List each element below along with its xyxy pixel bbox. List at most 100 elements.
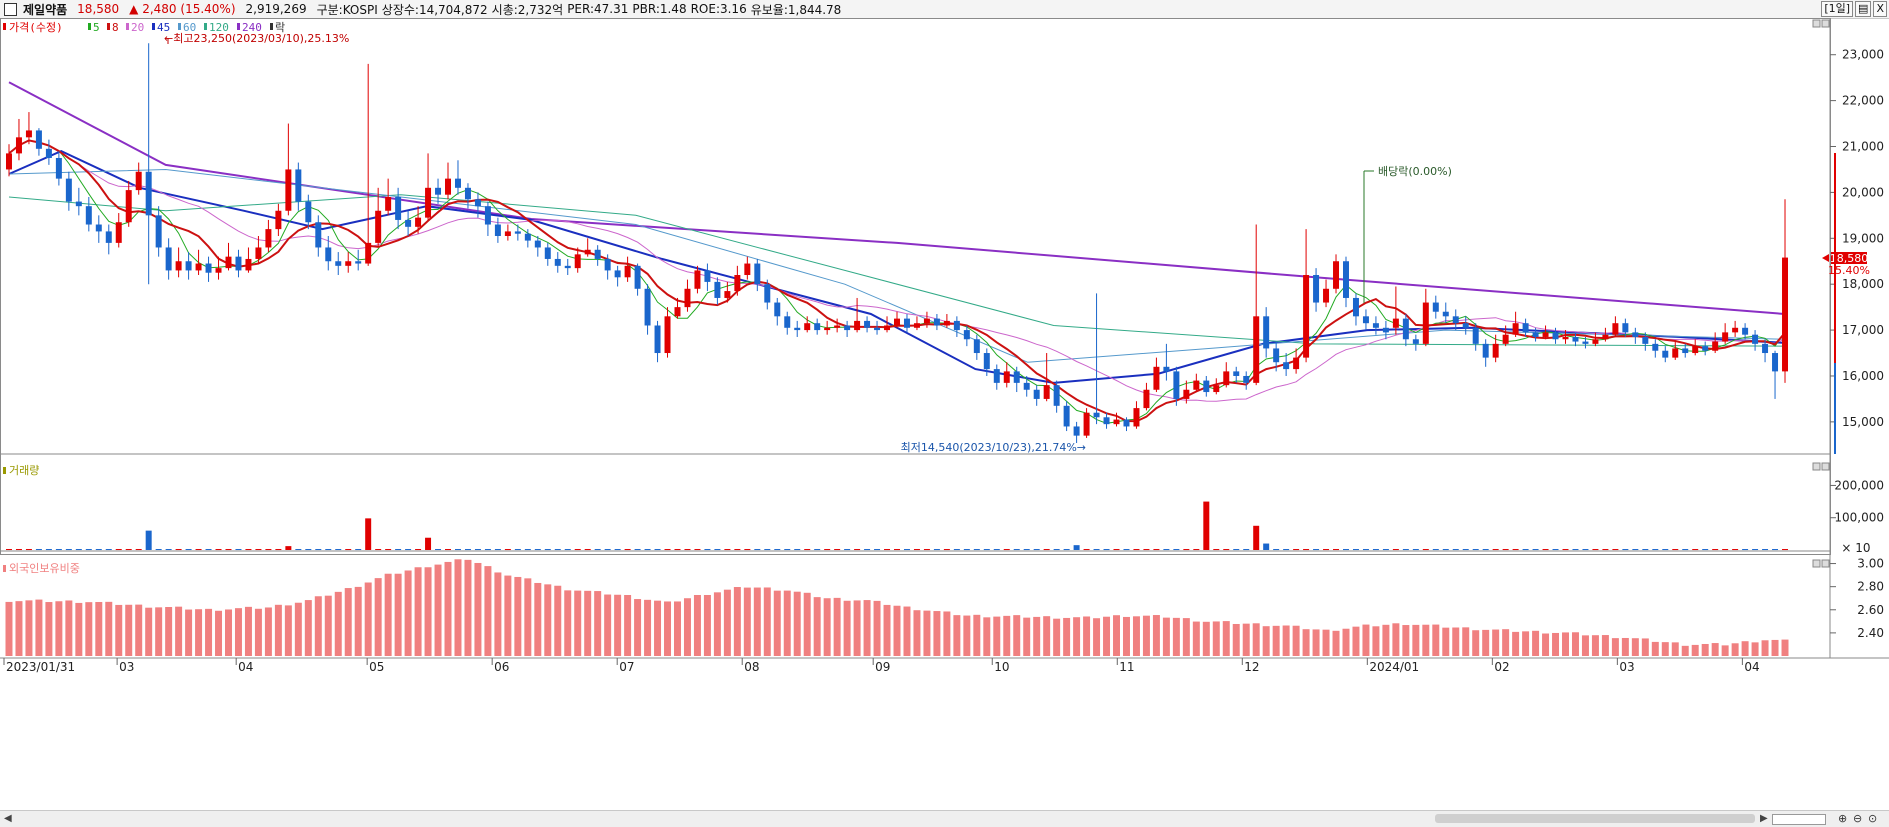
candle-body [325, 247, 332, 262]
foreign-ratio-bar [25, 600, 33, 656]
volume-bar [55, 549, 62, 551]
foreign-ratio-bar [95, 601, 103, 656]
period-button[interactable]: [1일] [1821, 1, 1854, 17]
candle-body [564, 265, 571, 269]
volume-bar [1462, 549, 1469, 551]
volume-bar [903, 549, 910, 551]
legend-marker [88, 23, 91, 30]
zoom-in-icon[interactable]: ⊕ [1838, 812, 1848, 825]
foreign-ratio-bar [264, 607, 272, 656]
foreign-ratio-bar [683, 598, 691, 656]
foreign-ratio-bar [1611, 638, 1619, 656]
volume-bar [1502, 549, 1509, 551]
zoom-out-icon[interactable]: ⊖ [1853, 812, 1863, 825]
scroll-left-icon[interactable]: ◀ [4, 813, 12, 824]
candle-body [1532, 332, 1539, 337]
scroll-right-icon[interactable]: ▶ [1760, 813, 1768, 824]
checkbox-icon[interactable] [4, 2, 17, 16]
volume-bar [435, 549, 442, 551]
volume-bar [1023, 549, 1030, 551]
volume-bar [494, 549, 501, 551]
y-tick-label: 100,000 [1834, 511, 1884, 525]
candle-body [1782, 257, 1789, 372]
foreign-ratio-bar [75, 602, 83, 656]
foreign-ratio-bar [1601, 635, 1609, 656]
volume-bar [145, 530, 152, 550]
foreign-ratio-bar [1522, 631, 1530, 656]
foreign-ratio-bar [314, 596, 322, 656]
volume-bar [834, 549, 841, 551]
volume-bar [1333, 549, 1340, 551]
volume-bar [1203, 501, 1210, 550]
volume-bar [285, 546, 292, 550]
panel-close-icon[interactable] [1821, 19, 1830, 28]
candle-body [933, 318, 940, 326]
x-tick-label: 05 [369, 660, 384, 674]
volume-unit-label: × 10 [1841, 541, 1870, 555]
volume-bar [1253, 525, 1260, 550]
candle-body [1492, 343, 1499, 358]
zoom-reset-icon[interactable]: ⊙ [1868, 812, 1878, 825]
foreign-ratio-bar [703, 594, 711, 656]
volume-bar [1402, 549, 1409, 551]
volume-bar [195, 549, 202, 551]
foreign-ratio-bar [743, 587, 751, 656]
panel-close-icon[interactable] [1821, 559, 1830, 568]
foreign-ratio-bar [1552, 632, 1560, 656]
panel-minimize-icon[interactable] [1812, 462, 1821, 471]
foreign-ratio-bar [1761, 640, 1769, 656]
foreign-ratio-bar [763, 587, 771, 656]
scroll-thumb[interactable] [1435, 814, 1755, 823]
candle-body [1442, 311, 1449, 317]
candle-body [454, 178, 461, 188]
candle-body [1692, 346, 1699, 354]
foreign-ratio-bar [923, 610, 931, 656]
volume-bar [784, 549, 791, 551]
horizontal-scrollbar[interactable]: ◀ ▶ ⊕ ⊖ ⊙ [0, 810, 1889, 827]
foreign-ratio-bar [504, 575, 512, 656]
candle-body [1063, 405, 1070, 427]
close-button[interactable]: X [1873, 1, 1887, 17]
foreign-ratio-bar [215, 610, 223, 656]
reserve-ratio: 유보율:1,844.78 [750, 2, 842, 17]
volume-bar [265, 549, 272, 551]
foreign-ratio-bar [225, 609, 232, 656]
foreign-ratio-bar [484, 566, 492, 656]
stock-chart[interactable]: 15,000 16,000 17,000 18,000 19,000 20,000 21,0… [0, 18, 1889, 810]
current-price-tag [1831, 252, 1867, 264]
foreign-ratio-bar [823, 598, 831, 656]
panel-minimize-icon[interactable] [1812, 19, 1821, 28]
volume-bar [1672, 549, 1679, 551]
volume-bar [474, 549, 481, 551]
candle-body [784, 316, 791, 328]
ma-line-60 [8, 168, 1786, 363]
zoom-slider[interactable] [1772, 814, 1826, 825]
panel-close-icon[interactable] [1821, 462, 1830, 471]
current-pct-text: 15.40% [1828, 264, 1870, 277]
volume-bar [774, 549, 781, 551]
menu-button[interactable]: ▤ [1855, 1, 1872, 17]
volume-bar [943, 549, 950, 551]
foreign-ratio-bar [494, 572, 502, 656]
foreign-ratio-bar [65, 600, 73, 656]
foreign-ratio-bar [1731, 643, 1739, 656]
volume-bar [1432, 549, 1439, 551]
foreign-ratio-bar [1063, 617, 1071, 656]
panel-minimize-icon[interactable] [1812, 559, 1821, 568]
foreign-ratio-bar [1482, 629, 1490, 656]
candle-body [15, 137, 22, 154]
legend-ma-60: 60 [183, 21, 196, 34]
candle-body [983, 353, 990, 370]
foreign-ratio-bar [434, 564, 442, 656]
candle-body [1352, 297, 1359, 317]
candle-body [195, 263, 202, 271]
dividend-annotation: 배당락(0.00%) [1378, 165, 1452, 178]
foreign-ratio-bar [135, 604, 143, 656]
x-tick-label: 03 [1619, 660, 1634, 674]
y-tick-label: 23,000 [1842, 48, 1884, 62]
volume-bar [1512, 549, 1519, 551]
foreign-ratio-bar [1452, 627, 1460, 656]
x-tick-label: 2023/01/31 [6, 660, 75, 674]
volume-bar [85, 549, 92, 551]
volume-bar [734, 549, 741, 551]
